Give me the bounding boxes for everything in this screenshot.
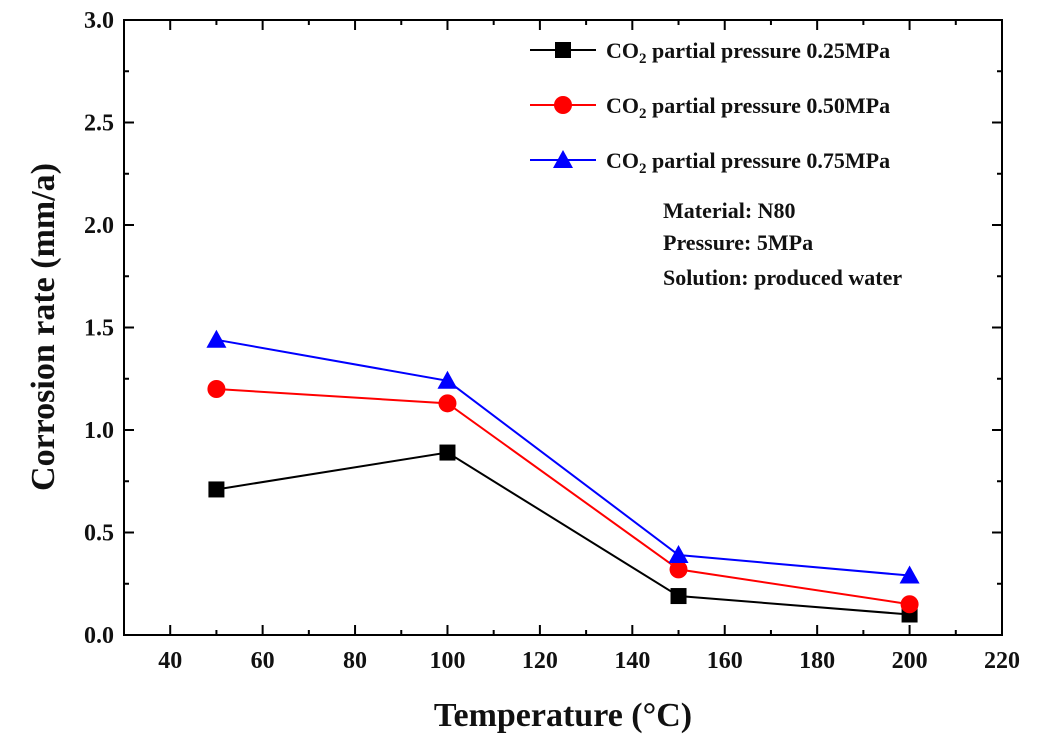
data-point <box>900 595 919 614</box>
x-tick-label: 80 <box>343 648 367 674</box>
y-tick-label: 2.0 <box>84 213 114 239</box>
legend-label-subscript: 2 <box>639 106 647 122</box>
x-tick-label: 40 <box>158 648 182 674</box>
legend-label: CO2 partial pressure 0.75MPa <box>606 148 890 177</box>
x-tick-labels: 40 60 80 100 120 140 160 180 200 220 <box>158 648 1020 674</box>
data-point <box>669 560 688 579</box>
series-layer <box>206 329 920 623</box>
legend-label: CO2 partial pressure 0.50MPa <box>606 93 890 122</box>
series-line <box>216 388 910 606</box>
legend-label-suffix: partial pressure 0.50MPa <box>647 93 891 118</box>
series-line <box>216 451 910 616</box>
x-axis-title: Temperature (°C) <box>434 697 692 734</box>
y-axis-title: Corrosion rate (mm/a) <box>25 163 62 491</box>
data-point <box>438 394 457 413</box>
legend-label-subscript: 2 <box>639 51 647 67</box>
series-2 <box>207 380 919 614</box>
x-tick-label: 140 <box>614 648 650 674</box>
data-point <box>207 380 226 398</box>
legend-marker <box>555 42 571 58</box>
data-point <box>437 370 458 389</box>
legend-entry-1: CO2 partial pressure 0.25MPa <box>530 38 890 67</box>
data-point <box>206 329 227 348</box>
x-tick-label: 160 <box>707 648 743 674</box>
y-tick-label: 2.5 <box>84 111 114 137</box>
legend-label: CO2 partial pressure 0.25MPa <box>606 38 890 67</box>
data-point <box>670 588 687 605</box>
y-tick-labels: 0.0 0.5 1.0 1.5 2.0 2.5 3.0 <box>84 8 114 649</box>
legend-label-subscript: 2 <box>639 161 647 177</box>
y-tick-label: 0.5 <box>84 521 114 547</box>
y-tick-label: 1.5 <box>84 316 114 342</box>
legend-marker <box>553 150 573 168</box>
annotation-material: Material: N80 <box>663 198 796 223</box>
legend-label-prefix: CO <box>606 93 639 118</box>
legend-label-suffix: partial pressure 0.25MPa <box>647 38 891 63</box>
x-tick-label: 200 <box>892 648 928 674</box>
legend-label-prefix: CO <box>606 38 639 63</box>
legend-marker <box>554 96 572 114</box>
y-tick-label: 1.0 <box>84 418 114 444</box>
data-point <box>899 565 920 584</box>
annotation-solution: Solution: produced water <box>663 265 902 290</box>
legend-entry-2: CO2 partial pressure 0.50MPa <box>530 93 890 122</box>
x-tick-label: 100 <box>429 648 465 674</box>
series-3 <box>206 329 920 584</box>
annotation-block: Material: N80 Pressure: 5MPa Solution: p… <box>663 198 902 290</box>
x-tick-label: 120 <box>522 648 558 674</box>
y-tick-label: 3.0 <box>84 8 114 34</box>
data-point <box>208 481 225 498</box>
annotation-pressure: Pressure: 5MPa <box>663 230 813 255</box>
x-tick-label: 60 <box>251 648 275 674</box>
axis-ticks <box>124 19 1003 636</box>
data-point <box>668 545 689 564</box>
x-tick-label: 180 <box>799 648 835 674</box>
data-point <box>439 444 456 461</box>
y-tick-label: 0.0 <box>84 623 114 649</box>
legend-label-prefix: CO <box>606 148 639 173</box>
x-tick-label: 220 <box>984 648 1020 674</box>
series-line <box>216 338 910 577</box>
series-1 <box>208 444 918 623</box>
legend-entry-3: CO2 partial pressure 0.75MPa <box>530 148 890 177</box>
legend-label-suffix: partial pressure 0.75MPa <box>647 148 891 173</box>
